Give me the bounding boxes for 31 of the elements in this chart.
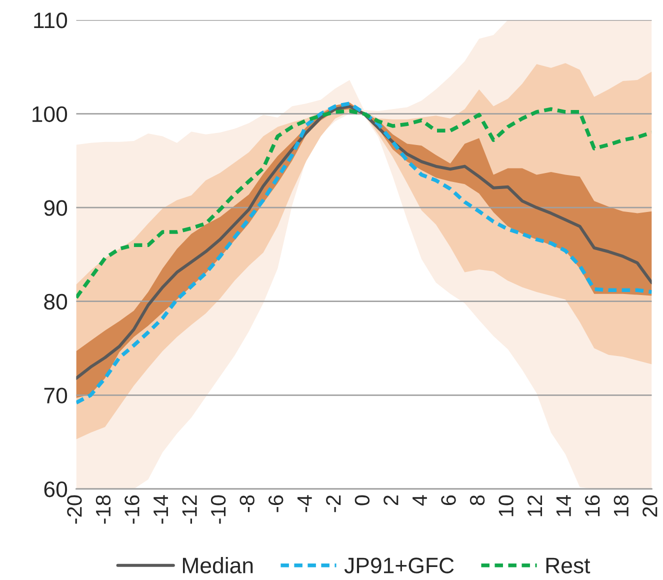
x-tick-label: 6 xyxy=(441,495,456,506)
x-tick-label: -6 xyxy=(268,495,284,512)
y-tick-label: 70 xyxy=(44,388,68,404)
x-tick-label: -20 xyxy=(67,495,82,524)
x-tick-label: 2 xyxy=(384,496,398,506)
x-tick-label: 0 xyxy=(354,495,370,506)
y-tick-label: 110 xyxy=(34,12,68,28)
line-series xyxy=(76,107,652,300)
x-tick-label: -12 xyxy=(182,496,197,524)
y-tick-label: 100 xyxy=(32,106,68,122)
legend-label: Rest xyxy=(546,558,590,574)
y-tick-label: 80 xyxy=(44,294,68,310)
x-tick-label: -14 xyxy=(154,495,168,524)
y-tick-label: 90 xyxy=(44,200,68,216)
x-tick-label: 12 xyxy=(527,496,542,516)
x-tick-label: -4 xyxy=(297,495,312,512)
x-tick-label: 16 xyxy=(585,495,600,516)
legend-label: Median xyxy=(182,557,253,574)
x-tick-label: 8 xyxy=(470,495,485,506)
x-tick-label: -18 xyxy=(96,495,111,524)
x-tick-label: -2 xyxy=(326,496,341,512)
x-tick-label: 18 xyxy=(614,495,629,516)
x-tick-label: 14 xyxy=(556,495,571,516)
x-tick-label: 4 xyxy=(412,495,427,506)
x-tick-label: 10 xyxy=(498,495,514,516)
x-tick-label: -10 xyxy=(210,495,226,524)
x-tick-label: -8 xyxy=(240,495,254,512)
x-tick-label: -16 xyxy=(124,495,140,524)
y-tick-label: 60 xyxy=(44,481,68,498)
x-tick-label: 20 xyxy=(642,495,658,517)
legend-label: JP91+GFC xyxy=(344,558,454,574)
